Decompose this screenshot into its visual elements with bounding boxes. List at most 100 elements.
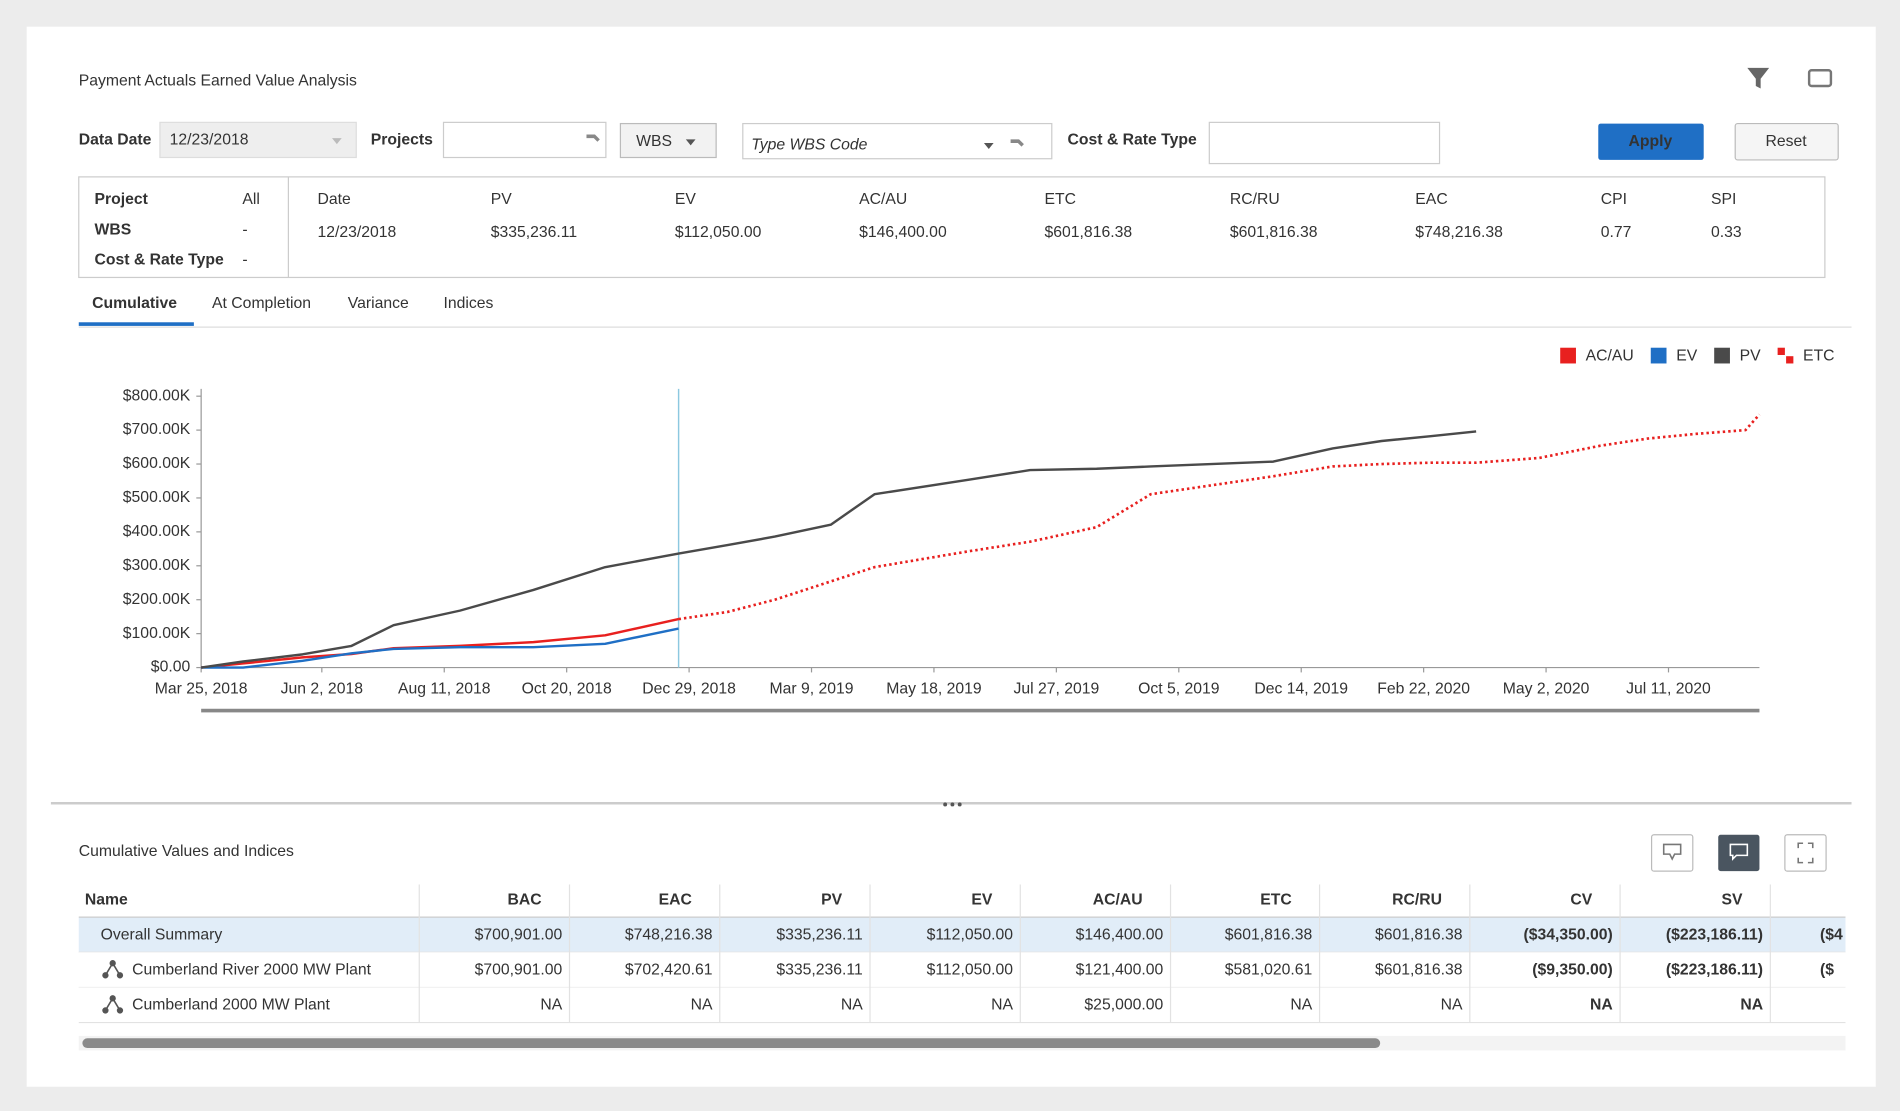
resize-handle-dot[interactable] <box>950 802 955 807</box>
cell: $601,816.38 <box>1225 926 1313 943</box>
x-tick-label: Oct 5, 2019 <box>1138 681 1220 698</box>
data-table: Name BAC EAC PV EV AC/AU ETC RC/RU CV SV Overall S… <box>78 884 1860 1024</box>
wbs-dropdown[interactable] <box>619 122 717 159</box>
row-name: Cumberland River 2000 MW Plant <box>132 962 372 979</box>
reset-button[interactable] <box>1734 122 1839 161</box>
cell: NA <box>991 997 1013 1014</box>
y-tick-label: $400.00K <box>123 523 191 540</box>
tab[interactable]: Indices <box>443 295 493 312</box>
resize-handle-dot[interactable] <box>957 802 962 807</box>
series-line <box>201 627 679 669</box>
y-tick-label: $800.00K <box>123 387 191 404</box>
table-row[interactable] <box>78 917 1860 953</box>
column-header[interactable]: CV <box>1570 891 1592 908</box>
column-header[interactable]: AC/AU <box>1093 891 1143 908</box>
legend-label: AC/AU <box>1586 347 1634 364</box>
legend-item[interactable]: AC/AU <box>1560 347 1634 364</box>
column-header[interactable]: RC/RU <box>1392 891 1442 908</box>
cell-clipped: ($4 <box>1820 926 1843 943</box>
context-value: All <box>242 191 260 208</box>
print-icon[interactable] <box>1807 69 1833 88</box>
y-tick-label: $300.00K <box>123 557 191 574</box>
metric-value: 0.77 <box>1601 224 1632 241</box>
hierarchy-icon <box>102 995 124 1014</box>
column-header[interactable]: EAC <box>659 891 692 908</box>
metric-value: $601,816.38 <box>1230 224 1318 241</box>
metric-label: CPI <box>1601 191 1627 208</box>
cell: $25,000.00 <box>1084 997 1163 1014</box>
comment-button[interactable] <box>1718 834 1760 872</box>
filter-icon[interactable] <box>1747 67 1770 89</box>
cell: $121,400.00 <box>1076 962 1164 979</box>
cost-rate-input[interactable] <box>1208 121 1441 165</box>
apply-button[interactable] <box>1598 123 1704 160</box>
expand-button[interactable] <box>1784 834 1827 872</box>
legend-swatch <box>1560 347 1576 364</box>
column-header[interactable]: SV <box>1721 891 1743 908</box>
wbs-code-placeholder: Type WBS Code <box>751 137 867 154</box>
active-tab-underline <box>78 322 194 326</box>
scroll-thumb[interactable] <box>82 1038 1381 1048</box>
projects-input[interactable] <box>442 121 607 159</box>
cell-clipped: ($ <box>1820 962 1834 979</box>
y-tick-label: $500.00K <box>123 489 191 506</box>
download-button[interactable] <box>1650 834 1694 872</box>
legend-item[interactable]: PV <box>1714 347 1761 364</box>
x-tick-label: Aug 11, 2018 <box>398 681 491 698</box>
cell: $601,816.38 <box>1375 926 1463 943</box>
legend-swatch <box>1786 356 1794 364</box>
page-title: Payment Actuals Earned Value Analysis <box>79 72 357 89</box>
date-input-value: 12/23/2018 <box>170 132 249 149</box>
table-row[interactable] <box>78 987 1860 1023</box>
wbs-code-input[interactable] <box>742 122 1053 160</box>
table-row[interactable] <box>78 952 1860 988</box>
metric-label: ETC <box>1045 191 1077 208</box>
context-label: Cost & Rate Type <box>95 252 224 269</box>
row-name: Overall Summary <box>101 926 223 943</box>
cell: ($223,186.11) <box>1666 962 1763 979</box>
x-tick-label: Oct 20, 2018 <box>522 681 612 698</box>
x-tick-label: Dec 29, 2018 <box>642 681 736 698</box>
legend-label: EV <box>1676 347 1698 364</box>
picker-icon[interactable] <box>586 134 600 142</box>
legend-label: ETC <box>1803 347 1835 364</box>
download-icon <box>1662 843 1682 861</box>
cell: NA <box>691 997 713 1014</box>
tab[interactable]: Cumulative <box>92 295 177 312</box>
column-header[interactable]: Name <box>85 891 128 908</box>
tab[interactable]: Variance <box>348 295 409 312</box>
cell: $335,236.11 <box>776 962 862 979</box>
x-tick-label: May 18, 2019 <box>886 681 982 698</box>
context-label: WBS <box>95 221 132 238</box>
metric-value: $335,236.11 <box>491 224 577 241</box>
context-value: - <box>242 252 247 269</box>
row-name: Cumberland 2000 MW Plant <box>132 997 330 1014</box>
summary-box <box>78 176 1826 279</box>
metric-value: $112,050.00 <box>675 224 762 241</box>
resize-handle-dot[interactable] <box>943 802 948 807</box>
cell: $581,020.61 <box>1225 962 1313 979</box>
column-header[interactable]: EV <box>971 891 993 908</box>
date-input[interactable] <box>159 121 357 159</box>
filter-label: Cost & Rate Type <box>1068 132 1197 149</box>
legend-item[interactable]: ETC <box>1777 347 1835 364</box>
chart-scrollbar <box>201 708 1760 713</box>
cell: $700,901.00 <box>475 926 563 943</box>
reset-button-label[interactable]: Reset <box>1766 133 1808 150</box>
apply-button-label[interactable]: Apply <box>1628 133 1672 150</box>
comment-icon <box>1729 843 1749 861</box>
legend-swatch <box>1714 347 1730 364</box>
cell: $335,236.11 <box>776 926 862 943</box>
column-header[interactable]: PV <box>821 891 843 908</box>
cell: ($34,350.00) <box>1523 926 1612 943</box>
metric-label: PV <box>491 191 513 208</box>
column-header[interactable]: ETC <box>1260 891 1292 908</box>
metric-label: Date <box>317 191 351 208</box>
x-tick-label: Jul 11, 2020 <box>1626 681 1711 698</box>
tab[interactable]: At Completion <box>212 295 311 312</box>
cell: ($223,186.11) <box>1666 926 1763 943</box>
column-header[interactable]: BAC <box>508 891 542 908</box>
wbs-dropdown-label: WBS <box>636 133 672 150</box>
cell: NA <box>540 997 562 1014</box>
legend-item[interactable]: EV <box>1650 347 1698 364</box>
